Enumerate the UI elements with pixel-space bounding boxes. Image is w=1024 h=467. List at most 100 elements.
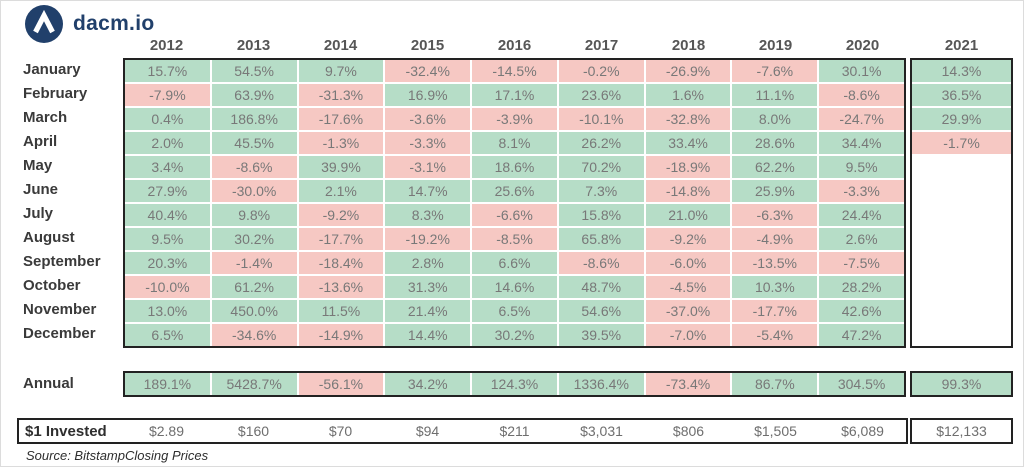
return-cell: -7.9% (125, 84, 210, 106)
source-note: Source: BitstampClosing Prices (26, 448, 209, 463)
return-cell: -34.6% (211, 324, 297, 346)
return-cell-empty (912, 276, 1011, 298)
return-cell: 6.5% (125, 324, 210, 346)
return-cell: -1.4% (211, 252, 297, 274)
invested-cell: $211 (499, 423, 530, 439)
return-cell: 2.8% (385, 252, 471, 274)
month-label-february: February (23, 85, 88, 102)
return-cell: 47.2% (819, 324, 904, 346)
return-cell: 8.3% (385, 204, 471, 226)
month-label-january: January (23, 61, 81, 78)
logo-text: dacm.io (73, 12, 155, 35)
annual-cell: -56.1% (298, 373, 384, 395)
invested-cell: $70 (328, 423, 353, 439)
month-label-august: August (23, 229, 75, 246)
year-header-2019: 2019 (758, 37, 793, 54)
invested-cell: $6,089 (841, 423, 884, 439)
return-cell: 2.6% (819, 228, 904, 250)
return-cell: -8.6% (558, 252, 644, 274)
return-cell: -26.9% (645, 60, 731, 82)
return-cell: 17.1% (472, 84, 557, 106)
return-cell: 450.0% (211, 300, 297, 322)
month-label-september: September (23, 253, 101, 270)
month-label-june: June (23, 181, 59, 198)
month-label-april: April (23, 133, 58, 150)
month-label-november: November (23, 301, 97, 318)
year-header-2013: 2013 (236, 37, 271, 54)
return-cell: 70.2% (558, 156, 644, 178)
return-cell: 31.3% (385, 276, 471, 298)
return-cell: -24.7% (819, 108, 904, 130)
return-cell: -7.0% (645, 324, 731, 346)
annual-returns-row: 189.1% 5428.7% -56.1% 34.2% 124.3% 1336.4% -73… (123, 371, 906, 397)
year-header-2012: 2012 (149, 37, 184, 54)
return-cell: 63.9% (211, 84, 297, 106)
return-cell: 65.8% (558, 228, 644, 250)
annual-cell: 5428.7% (211, 373, 297, 395)
return-cell: 16.9% (385, 84, 471, 106)
return-cell: 30.1% (819, 60, 904, 82)
invested-cell: $3,031 (580, 423, 623, 439)
return-cell: -14.8% (645, 180, 731, 202)
return-cell: -17.7% (732, 300, 818, 322)
annual-cell: 124.3% (472, 373, 557, 395)
return-cell: 9.7% (298, 60, 384, 82)
annual-return-2021-cell: 99.3% (910, 371, 1013, 397)
return-cell: -13.6% (298, 276, 384, 298)
return-cell: -4.5% (645, 276, 731, 298)
logo: dacm.io (25, 5, 154, 43)
return-cell-empty (912, 228, 1011, 250)
return-cell: 14.3% (912, 60, 1011, 82)
return-cell: 42.6% (819, 300, 904, 322)
return-cell: -30.0% (211, 180, 297, 202)
year-header-2020: 2020 (845, 37, 880, 54)
return-cell: 8.1% (472, 132, 557, 154)
return-cell: -37.0% (645, 300, 731, 322)
return-cell-empty (912, 300, 1011, 322)
return-cell-empty (912, 180, 1011, 202)
return-cell: 23.6% (558, 84, 644, 106)
month-label-march: March (23, 109, 68, 126)
return-cell: 33.4% (645, 132, 731, 154)
return-cell: 25.6% (472, 180, 557, 202)
return-cell: -3.3% (819, 180, 904, 202)
return-cell: 29.9% (912, 108, 1011, 130)
return-cell: 6.5% (472, 300, 557, 322)
return-cell: -17.6% (298, 108, 384, 130)
year-header-2015: 2015 (410, 37, 445, 54)
return-cell: -3.3% (385, 132, 471, 154)
return-cell: 24.4% (819, 204, 904, 226)
return-cell: 18.6% (472, 156, 557, 178)
return-cell: 48.7% (558, 276, 644, 298)
year-header-row: 2012 2013 2014 2015 2016 2017 2018 2019 2020 2021 (123, 35, 1013, 56)
return-cell-empty (912, 252, 1011, 274)
return-cell: -19.2% (385, 228, 471, 250)
return-cell: 2.1% (298, 180, 384, 202)
month-label-may: May (23, 157, 53, 174)
return-cell: 61.2% (211, 276, 297, 298)
invested-cell: $160 (237, 423, 270, 439)
return-cell: 0.4% (125, 108, 210, 130)
invested-row-label: $1 Invested (25, 422, 107, 440)
year-header-2014: 2014 (323, 37, 358, 54)
return-cell-empty (912, 156, 1011, 178)
monthly-returns-2021-column: 14.3% 36.5% 29.9% -1.7% (910, 58, 1013, 348)
return-cell: 45.5% (211, 132, 297, 154)
return-cell: -9.2% (645, 228, 731, 250)
return-cell: -9.2% (298, 204, 384, 226)
return-cell: 28.6% (732, 132, 818, 154)
return-cell: 30.2% (211, 228, 297, 250)
return-cell: -7.6% (732, 60, 818, 82)
return-cell: 11.5% (298, 300, 384, 322)
return-cell: 62.2% (732, 156, 818, 178)
return-cell: 14.4% (385, 324, 471, 346)
return-cell: 34.4% (819, 132, 904, 154)
annual-cell: -73.4% (645, 373, 731, 395)
invested-cell: $2.89 (148, 423, 185, 439)
return-cell: 7.3% (558, 180, 644, 202)
year-header-2018: 2018 (671, 37, 706, 54)
return-cell: 30.2% (472, 324, 557, 346)
return-cell: 40.4% (125, 204, 210, 226)
year-header-2021: 2021 (944, 37, 979, 54)
